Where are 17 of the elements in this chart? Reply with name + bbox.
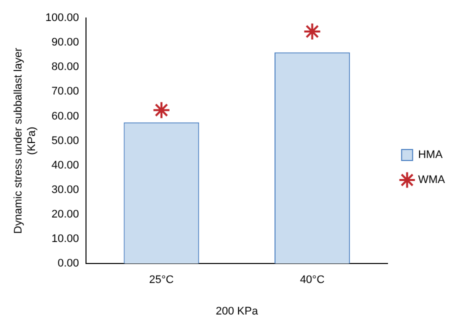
y-tick-label: 60.00 xyxy=(52,110,80,122)
y-tick-label: 90.00 xyxy=(52,36,80,49)
x-axis-title: 200 KPa xyxy=(216,305,259,318)
y-tick-label: 20.00 xyxy=(52,208,80,221)
y-tick-label: 70.00 xyxy=(52,86,80,98)
x-tick-label: 40°C xyxy=(300,274,325,286)
legend-label: WMA xyxy=(418,174,446,186)
y-tick-label: 50.00 xyxy=(52,134,80,147)
y-tick-label: 10.00 xyxy=(52,233,80,246)
y-tick-label: 100.00 xyxy=(45,12,80,24)
x-tick-label: 25°C xyxy=(149,274,174,286)
y-tick-label: 30.00 xyxy=(52,184,80,196)
y-tick-label: 80.00 xyxy=(52,61,80,74)
y-tick-label: 0.00 xyxy=(58,258,80,270)
y-axis-title: Dynamic stress under subballast layer (KPa) xyxy=(12,48,38,234)
y-tick-label: 40.00 xyxy=(52,159,80,172)
legend-label: HMA xyxy=(418,149,444,162)
